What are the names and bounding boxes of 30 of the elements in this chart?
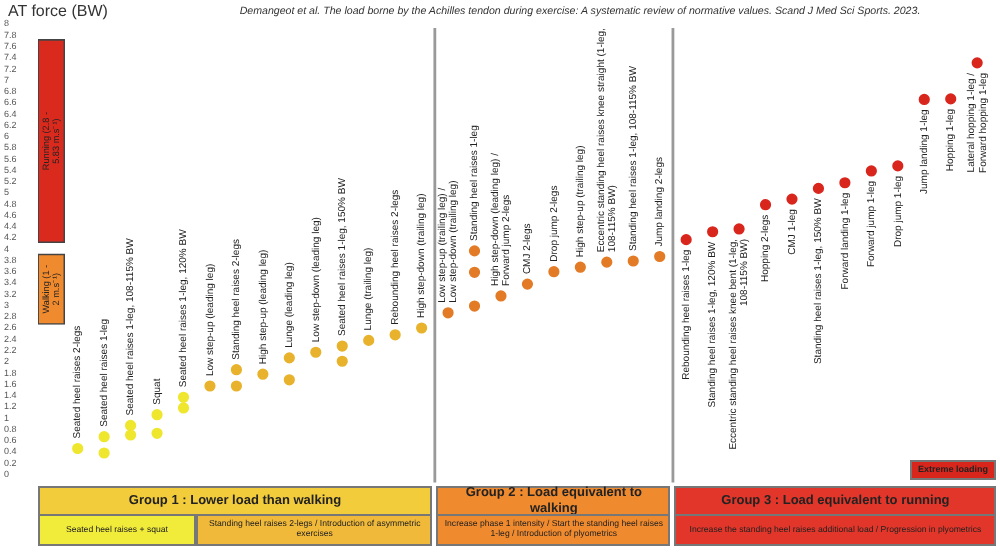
- point: [283, 374, 295, 386]
- point: [945, 93, 957, 105]
- point: [865, 165, 877, 177]
- point: [363, 334, 375, 347]
- point: [177, 402, 190, 414]
- point: [389, 329, 401, 341]
- point: [680, 234, 692, 246]
- point: [151, 427, 163, 439]
- point: [283, 352, 295, 364]
- point: [257, 368, 269, 380]
- point: [468, 300, 481, 312]
- point: [971, 57, 983, 69]
- point: [124, 429, 137, 441]
- point: [310, 346, 322, 358]
- point: [230, 364, 243, 376]
- point: [416, 322, 428, 334]
- point: [733, 223, 745, 235]
- point: [892, 160, 904, 172]
- point: [918, 93, 930, 106]
- point: [98, 447, 110, 459]
- point: [204, 380, 216, 392]
- point: [336, 355, 348, 367]
- point: [759, 199, 772, 211]
- point: [707, 226, 719, 238]
- point: [812, 182, 825, 194]
- point: [839, 177, 851, 189]
- y-axis-title: AT force (BW): [8, 2, 108, 20]
- point: [786, 193, 798, 205]
- point: [336, 340, 348, 352]
- point: [230, 380, 243, 392]
